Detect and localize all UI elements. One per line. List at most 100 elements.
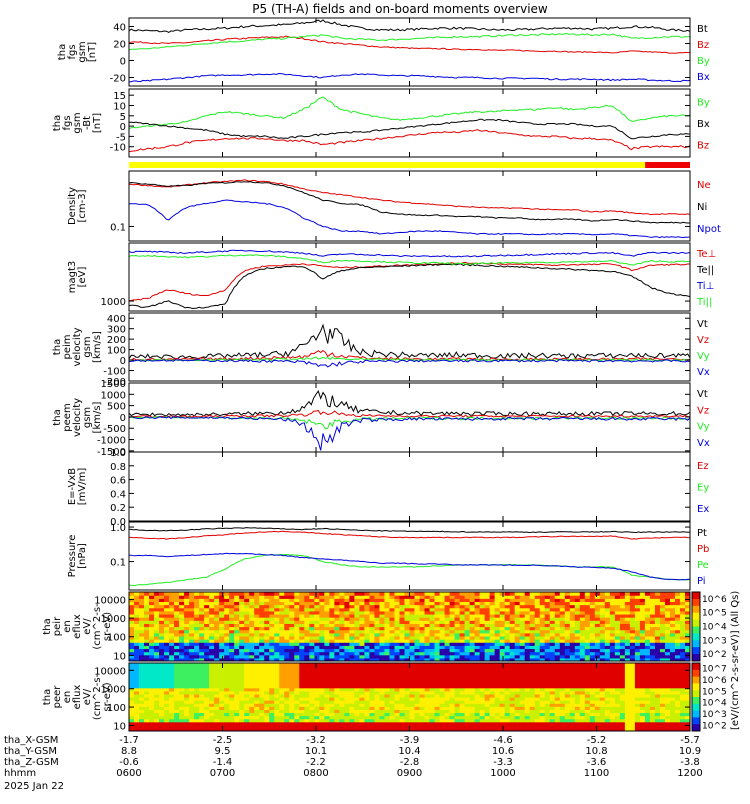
efield-frame xyxy=(129,452,690,521)
legend-entry-Pb: Pb xyxy=(697,544,709,555)
spectrogram-cell xyxy=(675,592,681,596)
spectrogram-cell xyxy=(249,592,255,596)
pressure-legend: Pt Pb Pe Pi xyxy=(697,528,709,587)
spectrogram-cell xyxy=(384,592,390,596)
legend-entry-Pi: Pi xyxy=(697,576,706,587)
y-tick-label: -1000 xyxy=(97,436,126,447)
spectrogram-cell xyxy=(179,663,185,667)
colorbar-swatch xyxy=(692,606,700,613)
y-tick-label: 0 xyxy=(120,356,126,367)
fgs-gsm-zoom-series-Bx xyxy=(129,119,690,139)
spectrogram-cell xyxy=(640,592,646,596)
spectrogram-cell xyxy=(515,663,521,667)
spectrogram-cell xyxy=(294,592,300,596)
density-series-Ne xyxy=(129,180,690,215)
spectrogram-cell xyxy=(480,592,486,596)
spectrogram-cell xyxy=(565,663,571,667)
spectrogram-cell xyxy=(324,663,330,667)
spectrogram-cell xyxy=(670,592,676,596)
spectrogram-cell xyxy=(349,663,355,667)
spectrogram-cell xyxy=(500,663,506,667)
spectrogram-cell xyxy=(224,663,230,667)
spectrogram-cell xyxy=(410,592,416,596)
spectrogram-cell xyxy=(450,592,456,596)
spectrogram-cell xyxy=(319,592,325,596)
legend-entry-Pe: Pe xyxy=(697,560,709,571)
spectrogram-cell xyxy=(234,592,240,596)
moments-temp-series-Te⊥ xyxy=(129,262,690,300)
spectrogram-cell xyxy=(289,592,295,596)
pressure-lines xyxy=(129,528,690,586)
spectrogram-cell xyxy=(204,663,210,667)
spectrogram-cell xyxy=(279,663,285,667)
spectrogram-cell xyxy=(209,592,215,596)
moments-temp-series-Te|| xyxy=(129,264,690,308)
spectrogram-cell xyxy=(154,663,160,667)
y-label-line: sr-eV) xyxy=(102,612,113,641)
spectrogram-cell xyxy=(399,663,405,667)
spectrogram-cell xyxy=(269,592,275,596)
spectrogram-cell xyxy=(144,663,150,667)
spectrogram-cell xyxy=(460,592,466,596)
spectrogram-cell xyxy=(440,663,446,667)
spectrogram-cell xyxy=(369,663,375,667)
y-tick-label: 200 xyxy=(107,335,126,346)
spectrogram-cell xyxy=(209,663,215,667)
peim-velocity-x-ticks xyxy=(129,313,690,381)
spectrogram-cell xyxy=(284,592,290,596)
fgs-gsm-zoom-frame xyxy=(129,89,690,157)
spectrogram-cell xyxy=(530,663,536,667)
y-tick-label: 1.0 xyxy=(110,448,126,459)
spectrogram-cell xyxy=(164,663,170,667)
spectrogram-cell xyxy=(329,592,335,596)
spectrogram-cell xyxy=(304,592,310,596)
spectrogram-cell xyxy=(635,592,641,596)
spectrogram-cell xyxy=(500,592,506,596)
spectrogram-cell xyxy=(229,663,235,667)
spectrogram-cell xyxy=(455,592,461,596)
y-tick-label: 10 xyxy=(113,651,126,662)
spectrogram-cell xyxy=(149,663,155,667)
peim-velocity-series-Vz xyxy=(129,351,690,361)
peim-velocity-frame xyxy=(129,313,690,381)
spectrogram-cell xyxy=(154,592,160,596)
colorbar-tick-label: 10^6 xyxy=(702,595,727,605)
colorbar-swatch xyxy=(692,627,700,634)
spectrogram-cell xyxy=(139,592,145,596)
fgs-gsm-zoom-series-Bz xyxy=(129,130,690,152)
spectrogram-cell xyxy=(389,592,395,596)
spectrogram-cell xyxy=(354,592,360,596)
spectrogram-cell xyxy=(219,663,225,667)
y-label-line: [cm-3] xyxy=(77,189,88,222)
y-tick-label: 0.1 xyxy=(110,222,126,233)
legend-entry-Vy: Vy xyxy=(697,422,710,433)
spectrogram-cell xyxy=(194,592,200,596)
spectrogram-cell xyxy=(475,592,481,596)
spectrogram-cell xyxy=(590,663,596,667)
peer-spectrogram-cells xyxy=(129,663,691,732)
efield-y-label: E=-VxB[mV/m] xyxy=(67,468,88,506)
spectrogram-cell xyxy=(560,592,566,596)
spectrogram-cell xyxy=(680,592,686,596)
legend-entry-Pt: Pt xyxy=(697,528,707,539)
peim-velocity-series-Vt xyxy=(129,325,690,359)
quality-flag-segment xyxy=(129,162,645,168)
spectrogram-cell xyxy=(415,592,421,596)
spectrogram-cell xyxy=(625,592,631,596)
spectrogram-cell xyxy=(515,592,521,596)
y-label-line: [km/s] xyxy=(92,331,103,363)
legend-entry-Vt: Vt xyxy=(697,319,708,330)
spectrogram-cell xyxy=(535,663,541,667)
spectrogram-cell xyxy=(430,592,436,596)
legend-entry-Vy: Vy xyxy=(697,351,710,362)
quality-flag-segment xyxy=(645,162,690,168)
spectrogram-cell xyxy=(259,592,265,596)
spectrogram-cell xyxy=(550,592,556,596)
